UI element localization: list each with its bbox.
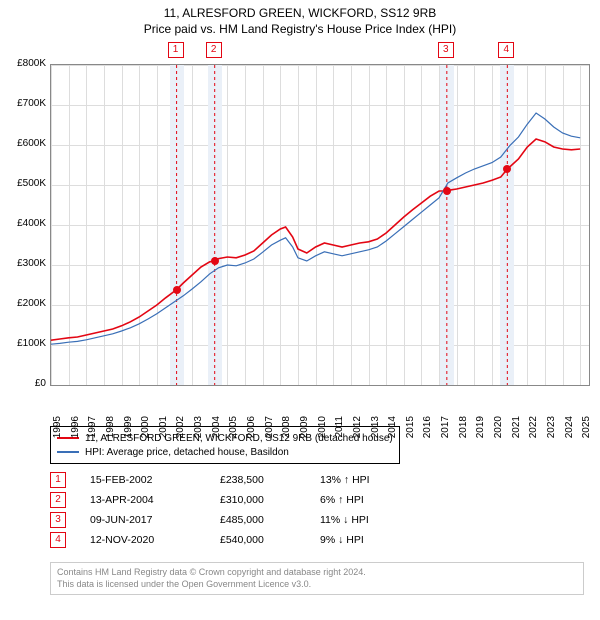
x-axis-tick-label: 2002 [175, 416, 186, 446]
x-axis-tick-label: 1999 [123, 416, 134, 446]
legend-label: HPI: Average price, detached house, Basi… [85, 447, 289, 458]
sales-row-price: £485,000 [220, 514, 320, 526]
y-axis-tick-label: £600K [6, 138, 46, 149]
x-axis-tick-label: 2019 [475, 416, 486, 446]
y-axis-tick-label: £300K [6, 258, 46, 269]
y-axis-tick-label: £0 [6, 378, 46, 389]
series-line-hpi [51, 113, 580, 344]
sales-table-row: 3 09-JUN-2017£485,00011% ↓ HPI [50, 510, 410, 530]
sales-row-diff: 6% ↑ HPI [320, 494, 410, 506]
x-axis-tick-label: 2017 [440, 416, 451, 446]
sales-row-diff: 9% ↓ HPI [320, 534, 410, 546]
sales-table: 1 15-FEB-2002£238,50013% ↑ HPI 2 13-APR-200… [50, 470, 410, 550]
x-axis-tick-label: 1998 [105, 416, 116, 446]
footer-line1: Contains HM Land Registry data © Crown c… [57, 567, 366, 577]
y-axis-tick-label: £800K [6, 58, 46, 69]
x-axis-tick-label: 2014 [387, 416, 398, 446]
sale-marker-dot [443, 187, 451, 195]
legend-swatch [57, 451, 79, 453]
chart-title-subtitle: Price paid vs. HM Land Registry's House … [0, 20, 600, 36]
x-axis-tick-label: 1997 [87, 416, 98, 446]
x-axis-tick-label: 2021 [511, 416, 522, 446]
x-axis-tick-label: 2013 [370, 416, 381, 446]
x-axis-tick-label: 2010 [317, 416, 328, 446]
x-axis-tick-label: 2009 [299, 416, 310, 446]
sales-row-date: 15-FEB-2002 [90, 474, 220, 486]
x-axis-tick-label: 2024 [564, 416, 575, 446]
x-axis-tick-label: 2006 [246, 416, 257, 446]
sales-row-marker: 2 [50, 492, 66, 508]
sale-marker-number-box: 3 [438, 42, 454, 58]
y-axis-tick-label: £500K [6, 178, 46, 189]
chart-plot-area [50, 64, 590, 386]
sales-row-diff: 11% ↓ HPI [320, 514, 410, 526]
x-axis-tick-label: 2022 [528, 416, 539, 446]
x-axis-tick-label: 2000 [140, 416, 151, 446]
sale-marker-dot [211, 257, 219, 265]
sale-marker-number-box: 2 [206, 42, 222, 58]
sales-row-marker: 3 [50, 512, 66, 528]
x-axis-tick-label: 2008 [281, 416, 292, 446]
x-axis-tick-label: 1996 [70, 416, 81, 446]
sales-table-row: 4 12-NOV-2020£540,0009% ↓ HPI [50, 530, 410, 550]
sales-row-date: 13-APR-2004 [90, 494, 220, 506]
x-axis-tick-label: 2005 [228, 416, 239, 446]
sale-marker-number-box: 4 [498, 42, 514, 58]
x-axis-tick-label: 2020 [493, 416, 504, 446]
y-axis-tick-label: £700K [6, 98, 46, 109]
x-axis-tick-label: 2004 [211, 416, 222, 446]
sales-row-price: £238,500 [220, 474, 320, 486]
sale-marker-number-box: 1 [168, 42, 184, 58]
x-axis-tick-label: 2023 [546, 416, 557, 446]
x-axis-tick-label: 2015 [405, 416, 416, 446]
x-axis-tick-label: 2001 [158, 416, 169, 446]
series-line-property [51, 139, 580, 340]
footer-line2: This data is licensed under the Open Gov… [57, 579, 311, 589]
chart-svg-layer [51, 65, 589, 385]
sales-row-date: 12-NOV-2020 [90, 534, 220, 546]
x-axis-tick-label: 2025 [581, 416, 592, 446]
x-axis-tick-label: 2003 [193, 416, 204, 446]
x-axis-tick-label: 2007 [264, 416, 275, 446]
x-axis-tick-label: 2016 [422, 416, 433, 446]
y-axis-tick-label: £100K [6, 338, 46, 349]
x-axis-tick-label: 2011 [334, 416, 345, 446]
sale-marker-dot [173, 286, 181, 294]
sales-row-diff: 13% ↑ HPI [320, 474, 410, 486]
x-axis-tick-label: 1995 [52, 416, 63, 446]
sales-row-marker: 1 [50, 472, 66, 488]
legend-item: HPI: Average price, detached house, Basi… [57, 445, 393, 459]
sales-table-row: 2 13-APR-2004£310,0006% ↑ HPI [50, 490, 410, 510]
chart-legend: 11, ALRESFORD GREEN, WICKFORD, SS12 9RB … [50, 426, 400, 464]
sale-marker-dot [503, 165, 511, 173]
x-axis-tick-label: 2018 [458, 416, 469, 446]
sales-row-marker: 4 [50, 532, 66, 548]
x-axis-tick-label: 2012 [352, 416, 363, 446]
sales-table-row: 1 15-FEB-2002£238,50013% ↑ HPI [50, 470, 410, 490]
attribution-footer: Contains HM Land Registry data © Crown c… [50, 562, 584, 595]
chart-title-address: 11, ALRESFORD GREEN, WICKFORD, SS12 9RB [0, 0, 600, 20]
y-axis-tick-label: £400K [6, 218, 46, 229]
sales-row-date: 09-JUN-2017 [90, 514, 220, 526]
sales-row-price: £310,000 [220, 494, 320, 506]
y-axis-tick-label: £200K [6, 298, 46, 309]
sales-row-price: £540,000 [220, 534, 320, 546]
